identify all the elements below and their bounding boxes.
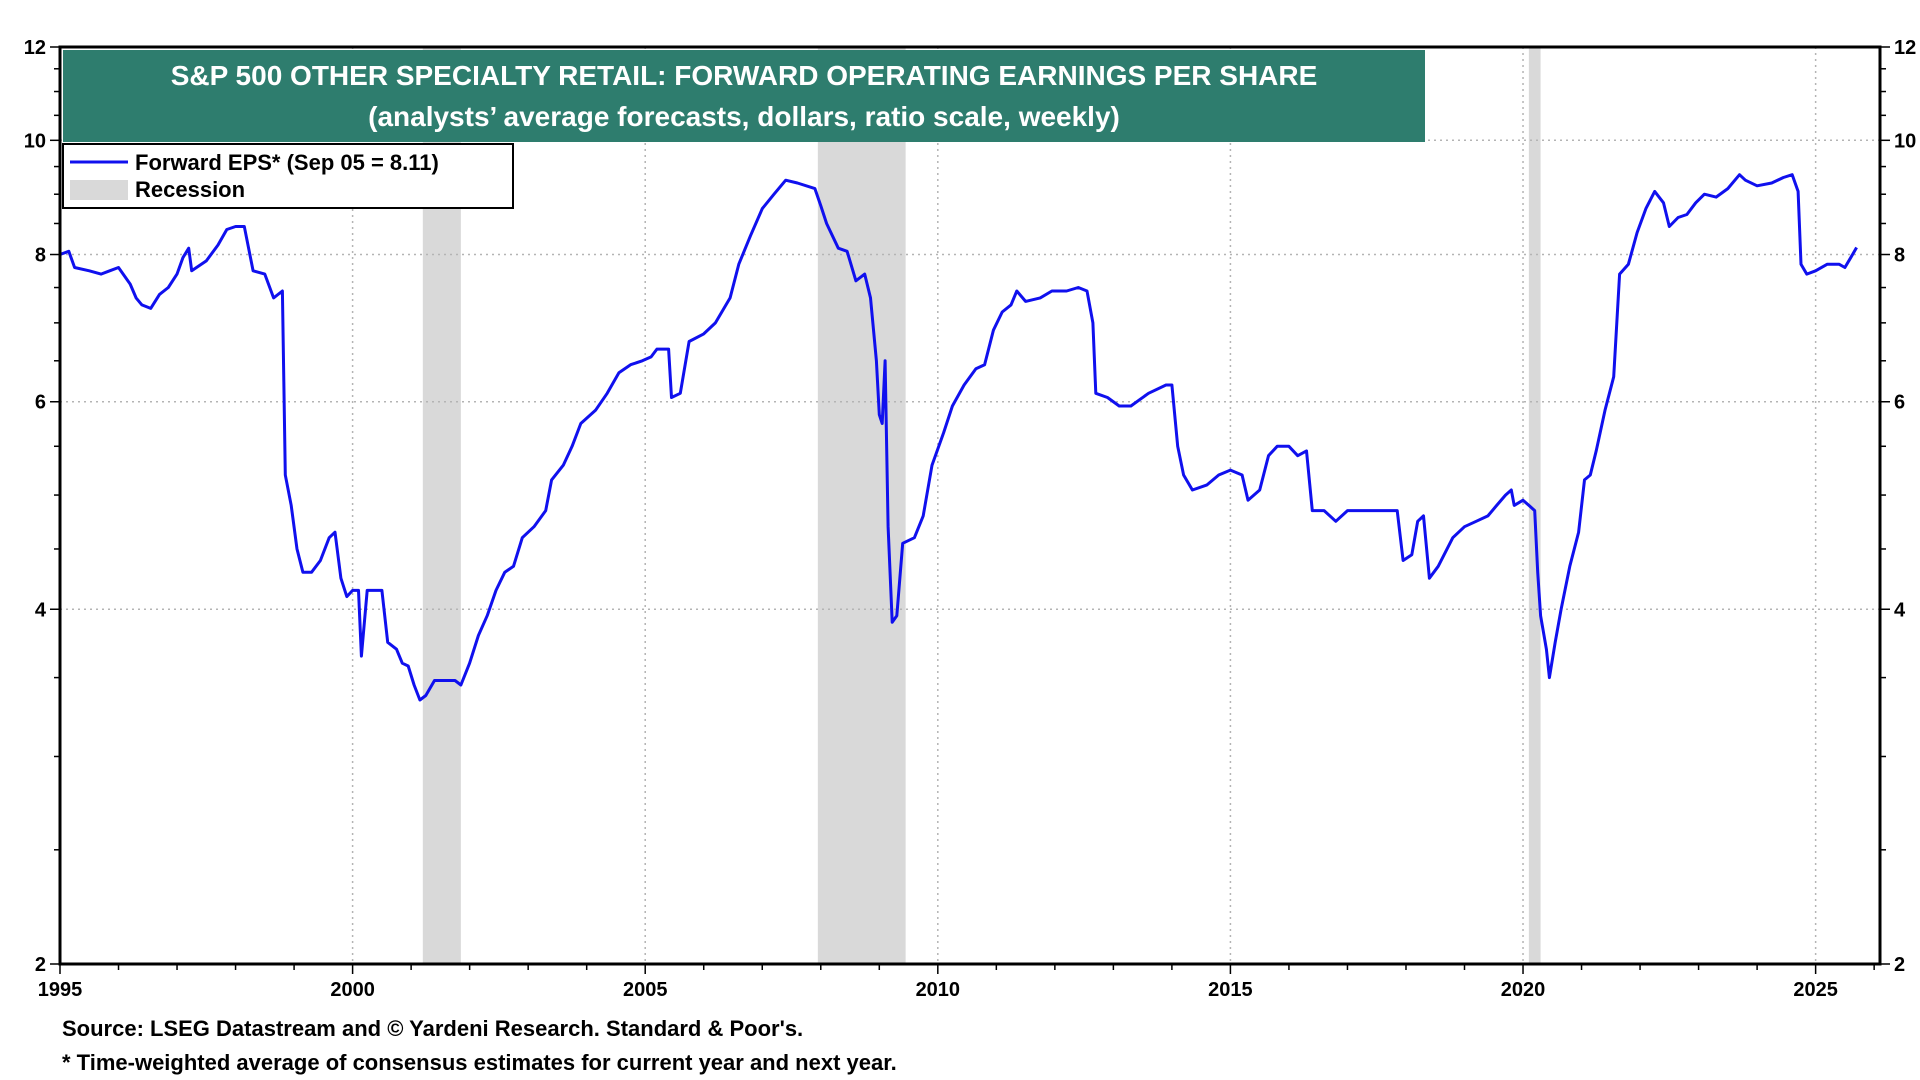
footnote: * Time-weighted average of consensus est… xyxy=(62,1050,897,1075)
x-tick-label-2025: 2025 xyxy=(1793,979,1838,1001)
y-tick-label-right-6: 6 xyxy=(1894,392,1905,414)
y-tick-label-left-2: 2 xyxy=(35,954,46,976)
series-layer xyxy=(59,173,1858,702)
recession-band-3 xyxy=(1528,47,1541,964)
axis-ticks: 2 2 4 4 6 6 8 8 10 10 12 12 1995 2000 2005 2010 2015 2020… xyxy=(24,37,1917,1001)
plot-frame xyxy=(58,45,1882,966)
x-tick-label-2010: 2010 xyxy=(916,979,961,1001)
legend-recession-swatch xyxy=(70,180,128,200)
x-tick-label-2005: 2005 xyxy=(623,979,668,1001)
y-tick-label-right-12: 12 xyxy=(1894,37,1916,59)
x-tick-label-2020: 2020 xyxy=(1501,979,1546,1001)
y-tick-label-left-4: 4 xyxy=(35,599,47,621)
y-tick-label-right-10: 10 xyxy=(1894,130,1916,152)
y-tick-label-left-12: 12 xyxy=(24,37,46,59)
legend-box xyxy=(62,143,514,209)
y-tick-label-left-8: 8 xyxy=(35,245,46,267)
y-tick-label-right-8: 8 xyxy=(1894,245,1905,267)
chart-title: S&P 500 OTHER SPECIALTY RETAIL: FORWARD … xyxy=(171,60,1318,91)
legend-recession-label: Recession xyxy=(135,177,245,202)
chart-subtitle: (analysts’ average forecasts, dollars, r… xyxy=(368,101,1120,132)
x-tick-label-2000: 2000 xyxy=(330,979,375,1001)
series-line-forward-eps xyxy=(59,173,1858,702)
recession-bands xyxy=(422,47,1541,964)
y-tick-label-left-6: 6 xyxy=(35,392,46,414)
y-tick-label-right-2: 2 xyxy=(1894,954,1905,976)
x-tick-label-1995: 1995 xyxy=(38,979,83,1001)
x-tick-label-2015: 2015 xyxy=(1208,979,1253,1001)
recession-band-2 xyxy=(817,47,906,964)
y-tick-label-left-10: 10 xyxy=(24,130,46,152)
source-note: Source: LSEG Datastream and © Yardeni Re… xyxy=(62,1016,804,1041)
y-tick-label-right-4: 4 xyxy=(1894,599,1906,621)
title-banner xyxy=(63,50,1425,142)
legend: Forward EPS* (Sep 05 = 8.11) Recession xyxy=(62,143,514,209)
legend-series-label: Forward EPS* (Sep 05 = 8.11) xyxy=(135,150,439,175)
